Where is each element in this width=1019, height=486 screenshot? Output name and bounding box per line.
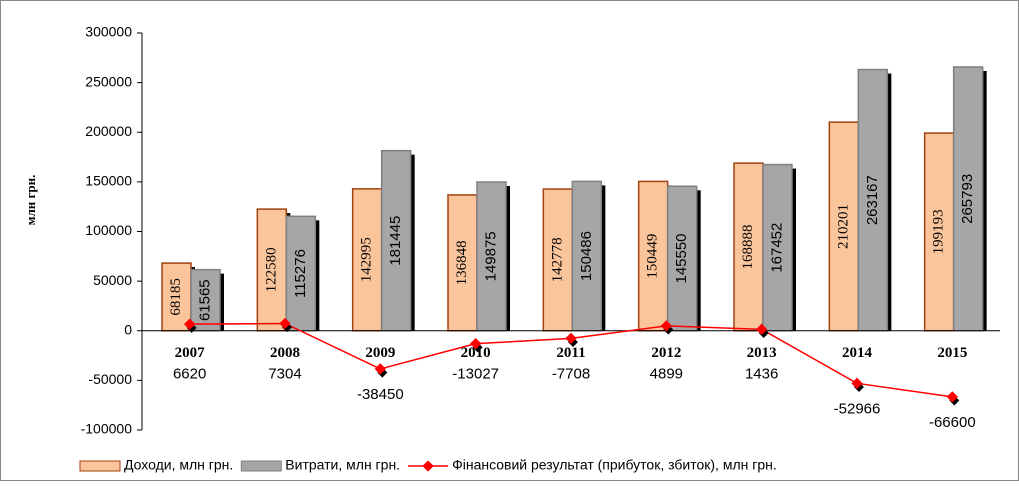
x-tick-label: 2007 bbox=[175, 345, 206, 361]
y-tick-label: 300000 bbox=[85, 24, 132, 40]
y-tick-label: 150000 bbox=[85, 173, 132, 189]
line-value-label: -38450 bbox=[357, 386, 404, 403]
line-value-label: -13027 bbox=[452, 366, 499, 383]
legend-swatch bbox=[79, 460, 121, 472]
line-value-label: 4899 bbox=[650, 366, 683, 383]
bar-value-label: 168888 bbox=[740, 224, 756, 269]
bar-value-label: 122580 bbox=[263, 247, 279, 292]
line-value-label: -52966 bbox=[834, 400, 881, 417]
bar bbox=[571, 180, 603, 332]
bar-value-label: 150486 bbox=[578, 231, 595, 281]
line-value-label: -66600 bbox=[929, 414, 976, 431]
line-value-label: 1436 bbox=[745, 366, 778, 383]
legend-marker bbox=[422, 460, 434, 472]
y-tick-label: 50000 bbox=[93, 272, 132, 288]
x-tick-label: 2010 bbox=[461, 345, 491, 361]
bar-value-label: 149875 bbox=[482, 231, 499, 281]
line-point bbox=[756, 323, 768, 335]
x-tick-label: 2015 bbox=[937, 345, 967, 361]
bar-value-label: 167452 bbox=[768, 223, 785, 273]
bar-value-label: 265793 bbox=[959, 174, 976, 224]
y-tick-label: 0 bbox=[124, 321, 132, 337]
x-tick-label: 2008 bbox=[270, 345, 300, 361]
x-tick-label: 2013 bbox=[747, 345, 777, 361]
bar-value-label: 150449 bbox=[645, 234, 661, 279]
legend-label: Фінансовий результат (прибуток, збиток),… bbox=[452, 457, 777, 473]
bar-value-label: 263167 bbox=[864, 175, 881, 225]
bar-value-label: 136848 bbox=[454, 240, 470, 285]
bar-value-label: 142995 bbox=[359, 237, 375, 282]
y-axis-label: млн грн. bbox=[23, 175, 38, 226]
bar-value-label: 210201 bbox=[835, 204, 851, 249]
y-tick-label: 100000 bbox=[85, 222, 132, 238]
y-tick-label: -100000 bbox=[81, 421, 133, 437]
line-point bbox=[851, 377, 863, 389]
y-tick-label: 200000 bbox=[85, 123, 132, 139]
line-value-label: 6620 bbox=[173, 366, 206, 383]
bar-value-label: 68185 bbox=[168, 278, 184, 316]
legend-label: Доходи, млн грн. bbox=[124, 457, 233, 473]
line-point bbox=[184, 318, 196, 330]
x-tick-label: 2011 bbox=[556, 345, 585, 361]
legend-label: Витрати, млн грн. bbox=[285, 457, 400, 473]
bar-value-label: 199193 bbox=[931, 209, 947, 254]
bar bbox=[857, 68, 889, 332]
bar bbox=[542, 188, 574, 332]
bar-value-label: 181445 bbox=[387, 216, 404, 266]
line-point bbox=[470, 338, 482, 350]
y-tick-label: -50000 bbox=[88, 371, 132, 387]
y-tick-label: 250000 bbox=[85, 73, 132, 89]
line-point bbox=[660, 320, 672, 332]
line-point bbox=[279, 317, 291, 330]
x-tick-label: 2014 bbox=[842, 345, 873, 361]
line-point bbox=[374, 363, 386, 375]
bar-value-label: 142778 bbox=[549, 237, 565, 282]
bar-value-label: 61565 bbox=[196, 279, 213, 321]
bar bbox=[351, 188, 383, 332]
x-tick-label: 2012 bbox=[651, 345, 681, 361]
bar bbox=[666, 185, 698, 332]
legend-swatch bbox=[240, 460, 282, 472]
x-tick-label: 2009 bbox=[365, 345, 395, 361]
bar bbox=[828, 121, 860, 332]
bar bbox=[923, 132, 955, 332]
line-value-label: -7708 bbox=[552, 366, 590, 383]
line-point bbox=[565, 332, 577, 345]
bar-value-label: 145550 bbox=[673, 233, 690, 283]
bar-value-label: 115276 bbox=[292, 249, 309, 298]
line-point bbox=[946, 391, 958, 403]
line-value-label: 7304 bbox=[268, 366, 301, 383]
